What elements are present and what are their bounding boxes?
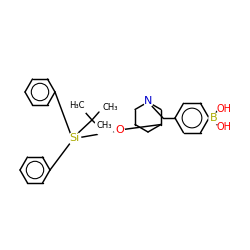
Text: B: B	[210, 113, 218, 123]
Text: Si: Si	[69, 133, 79, 143]
Text: CH₃: CH₃	[96, 122, 112, 130]
Text: OH: OH	[216, 122, 232, 132]
Text: OH: OH	[216, 104, 232, 114]
Text: H₃C: H₃C	[69, 102, 85, 110]
Text: O: O	[115, 125, 124, 135]
Text: N: N	[144, 96, 152, 106]
Text: CH₃: CH₃	[102, 104, 118, 112]
